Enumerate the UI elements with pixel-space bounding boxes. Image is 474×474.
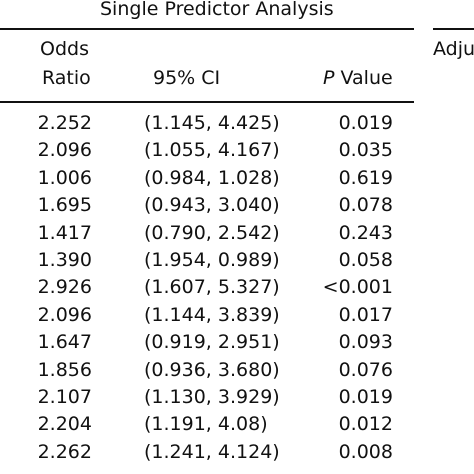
odds-ratio-cell: 2.252 bbox=[37, 112, 92, 134]
group-rule-adjusted bbox=[433, 28, 474, 30]
ci-cell: (0.919, 2.951) bbox=[144, 331, 280, 354]
header-odds-ratio-line1: Odds bbox=[40, 38, 89, 60]
odds-ratio-cell: 2.096 bbox=[37, 139, 92, 162]
p-value-cell: 0.078 bbox=[338, 194, 393, 217]
ci-cell: (1.130, 3.929) bbox=[144, 385, 280, 408]
odds-ratio-cell: 2.262 bbox=[37, 440, 92, 463]
header-rule bbox=[0, 101, 414, 103]
p-value-cell: 0.058 bbox=[338, 248, 393, 271]
odds-ratio-cell: 1.695 bbox=[37, 194, 92, 217]
table-row: 2.252 (1.145, 4.425) 0.019 bbox=[0, 112, 414, 139]
p-value-cell: 0.017 bbox=[338, 303, 393, 326]
ci-cell: (1.144, 3.839) bbox=[144, 303, 280, 326]
table-row: 2.096 (1.144, 3.839) 0.017 bbox=[0, 304, 414, 331]
table-row: 1.647 (0.919, 2.951) 0.093 bbox=[0, 331, 414, 358]
p-value-cell: 0.076 bbox=[338, 358, 393, 381]
table-row: 2.096 (1.055, 4.167) 0.035 bbox=[0, 139, 414, 166]
ci-cell: (1.145, 4.425) bbox=[144, 112, 280, 134]
p-value-cell: 0.012 bbox=[338, 413, 393, 436]
odds-ratio-cell: 2.204 bbox=[37, 413, 92, 436]
table-row: 2.262 (1.241, 4.124) 0.008 bbox=[0, 441, 414, 468]
odds-ratio-cell: 1.647 bbox=[37, 331, 92, 354]
odds-ratio-cell: 1.417 bbox=[37, 221, 92, 244]
ci-cell: (1.191, 4.08) bbox=[144, 413, 268, 436]
table-body: 2.252 (1.145, 4.425) 0.019 2.096 (1.055, 4.1… bbox=[0, 112, 414, 468]
group-title-single-predictor: Single Predictor Analysis bbox=[100, 0, 334, 20]
ci-cell: (0.984, 1.028) bbox=[144, 166, 280, 189]
table-row: 1.856 (0.936, 3.680) 0.076 bbox=[0, 359, 414, 386]
table-row: 2.204 (1.191, 4.08) 0.012 bbox=[0, 413, 414, 440]
header-adjusted-partial: Adju bbox=[433, 38, 474, 60]
table-row: 2.107 (1.130, 3.929) 0.019 bbox=[0, 386, 414, 413]
p-value-cell: 0.619 bbox=[338, 166, 393, 189]
table-row: 2.926 (1.607, 5.327) <0.001 bbox=[0, 276, 414, 303]
ci-cell: (1.241, 4.124) bbox=[144, 440, 280, 463]
p-value-cell: 0.243 bbox=[338, 221, 393, 244]
header-odds-ratio-line2: Ratio bbox=[42, 67, 91, 89]
p-value-cell: 0.035 bbox=[338, 139, 393, 162]
odds-ratio-cell: 1.390 bbox=[37, 248, 92, 271]
table-row: 1.417 (0.790, 2.542) 0.243 bbox=[0, 222, 414, 249]
ci-cell: (1.954, 0.989) bbox=[144, 248, 280, 271]
p-value-cell: 0.093 bbox=[338, 331, 393, 354]
odds-ratio-cell: 1.006 bbox=[37, 166, 92, 189]
header-ci: 95% CI bbox=[153, 67, 221, 89]
ci-cell: (0.790, 2.542) bbox=[144, 221, 280, 244]
table-row: 1.695 (0.943, 3.040) 0.078 bbox=[0, 194, 414, 221]
header-p-rest: Value bbox=[334, 67, 393, 89]
ci-cell: (0.936, 3.680) bbox=[144, 358, 280, 381]
table-row: 1.006 (0.984, 1.028) 0.619 bbox=[0, 167, 414, 194]
ci-cell: (0.943, 3.040) bbox=[144, 194, 280, 217]
odds-ratio-cell: 2.096 bbox=[37, 303, 92, 326]
ci-cell: (1.607, 5.327) bbox=[144, 276, 280, 299]
p-value-cell: 0.019 bbox=[338, 112, 393, 134]
header-p-italic: P bbox=[323, 67, 335, 89]
header-p-value: P Value bbox=[323, 67, 393, 89]
odds-ratio-cell: 2.107 bbox=[37, 385, 92, 408]
p-value-cell: 0.019 bbox=[338, 385, 393, 408]
odds-ratio-cell: 2.926 bbox=[37, 276, 92, 299]
ci-cell: (1.055, 4.167) bbox=[144, 139, 280, 162]
p-value-cell: 0.008 bbox=[338, 440, 393, 463]
odds-ratio-cell: 1.856 bbox=[37, 358, 92, 381]
p-value-cell: <0.001 bbox=[322, 276, 393, 299]
table-row: 1.390 (1.954, 0.989) 0.058 bbox=[0, 249, 414, 276]
group-rule-single-predictor bbox=[0, 28, 414, 30]
